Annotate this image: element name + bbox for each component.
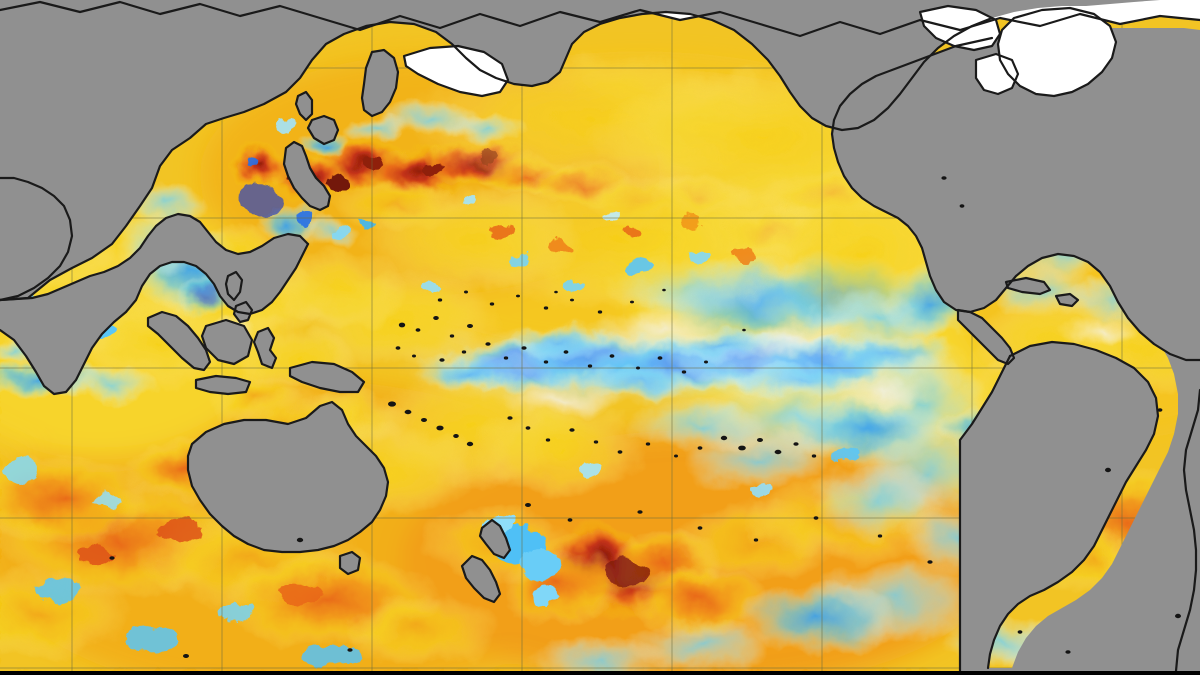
java: [196, 376, 250, 394]
new-zealand-south: [462, 556, 500, 602]
japan: [284, 142, 330, 210]
borneo: [202, 320, 252, 364]
kamchatka: [362, 50, 398, 116]
pacific-island-dots: [109, 176, 1181, 658]
south-america: [960, 342, 1200, 671]
bottom-black-band: [0, 671, 1200, 675]
sumatra: [148, 312, 210, 370]
greenland: [998, 8, 1116, 96]
north-america: [832, 28, 1200, 360]
asia-india-southeast: [0, 214, 308, 394]
asia-siberia: [0, 0, 1160, 300]
arabia: [0, 178, 72, 300]
new-zealand-north: [480, 520, 510, 558]
hudson-bay: [976, 54, 1018, 94]
hokkaido: [308, 116, 338, 144]
australia: [188, 402, 388, 552]
bering-ice: [404, 46, 508, 96]
sulawesi: [254, 328, 276, 368]
central-america: [958, 310, 1014, 364]
tasmania: [340, 552, 360, 574]
